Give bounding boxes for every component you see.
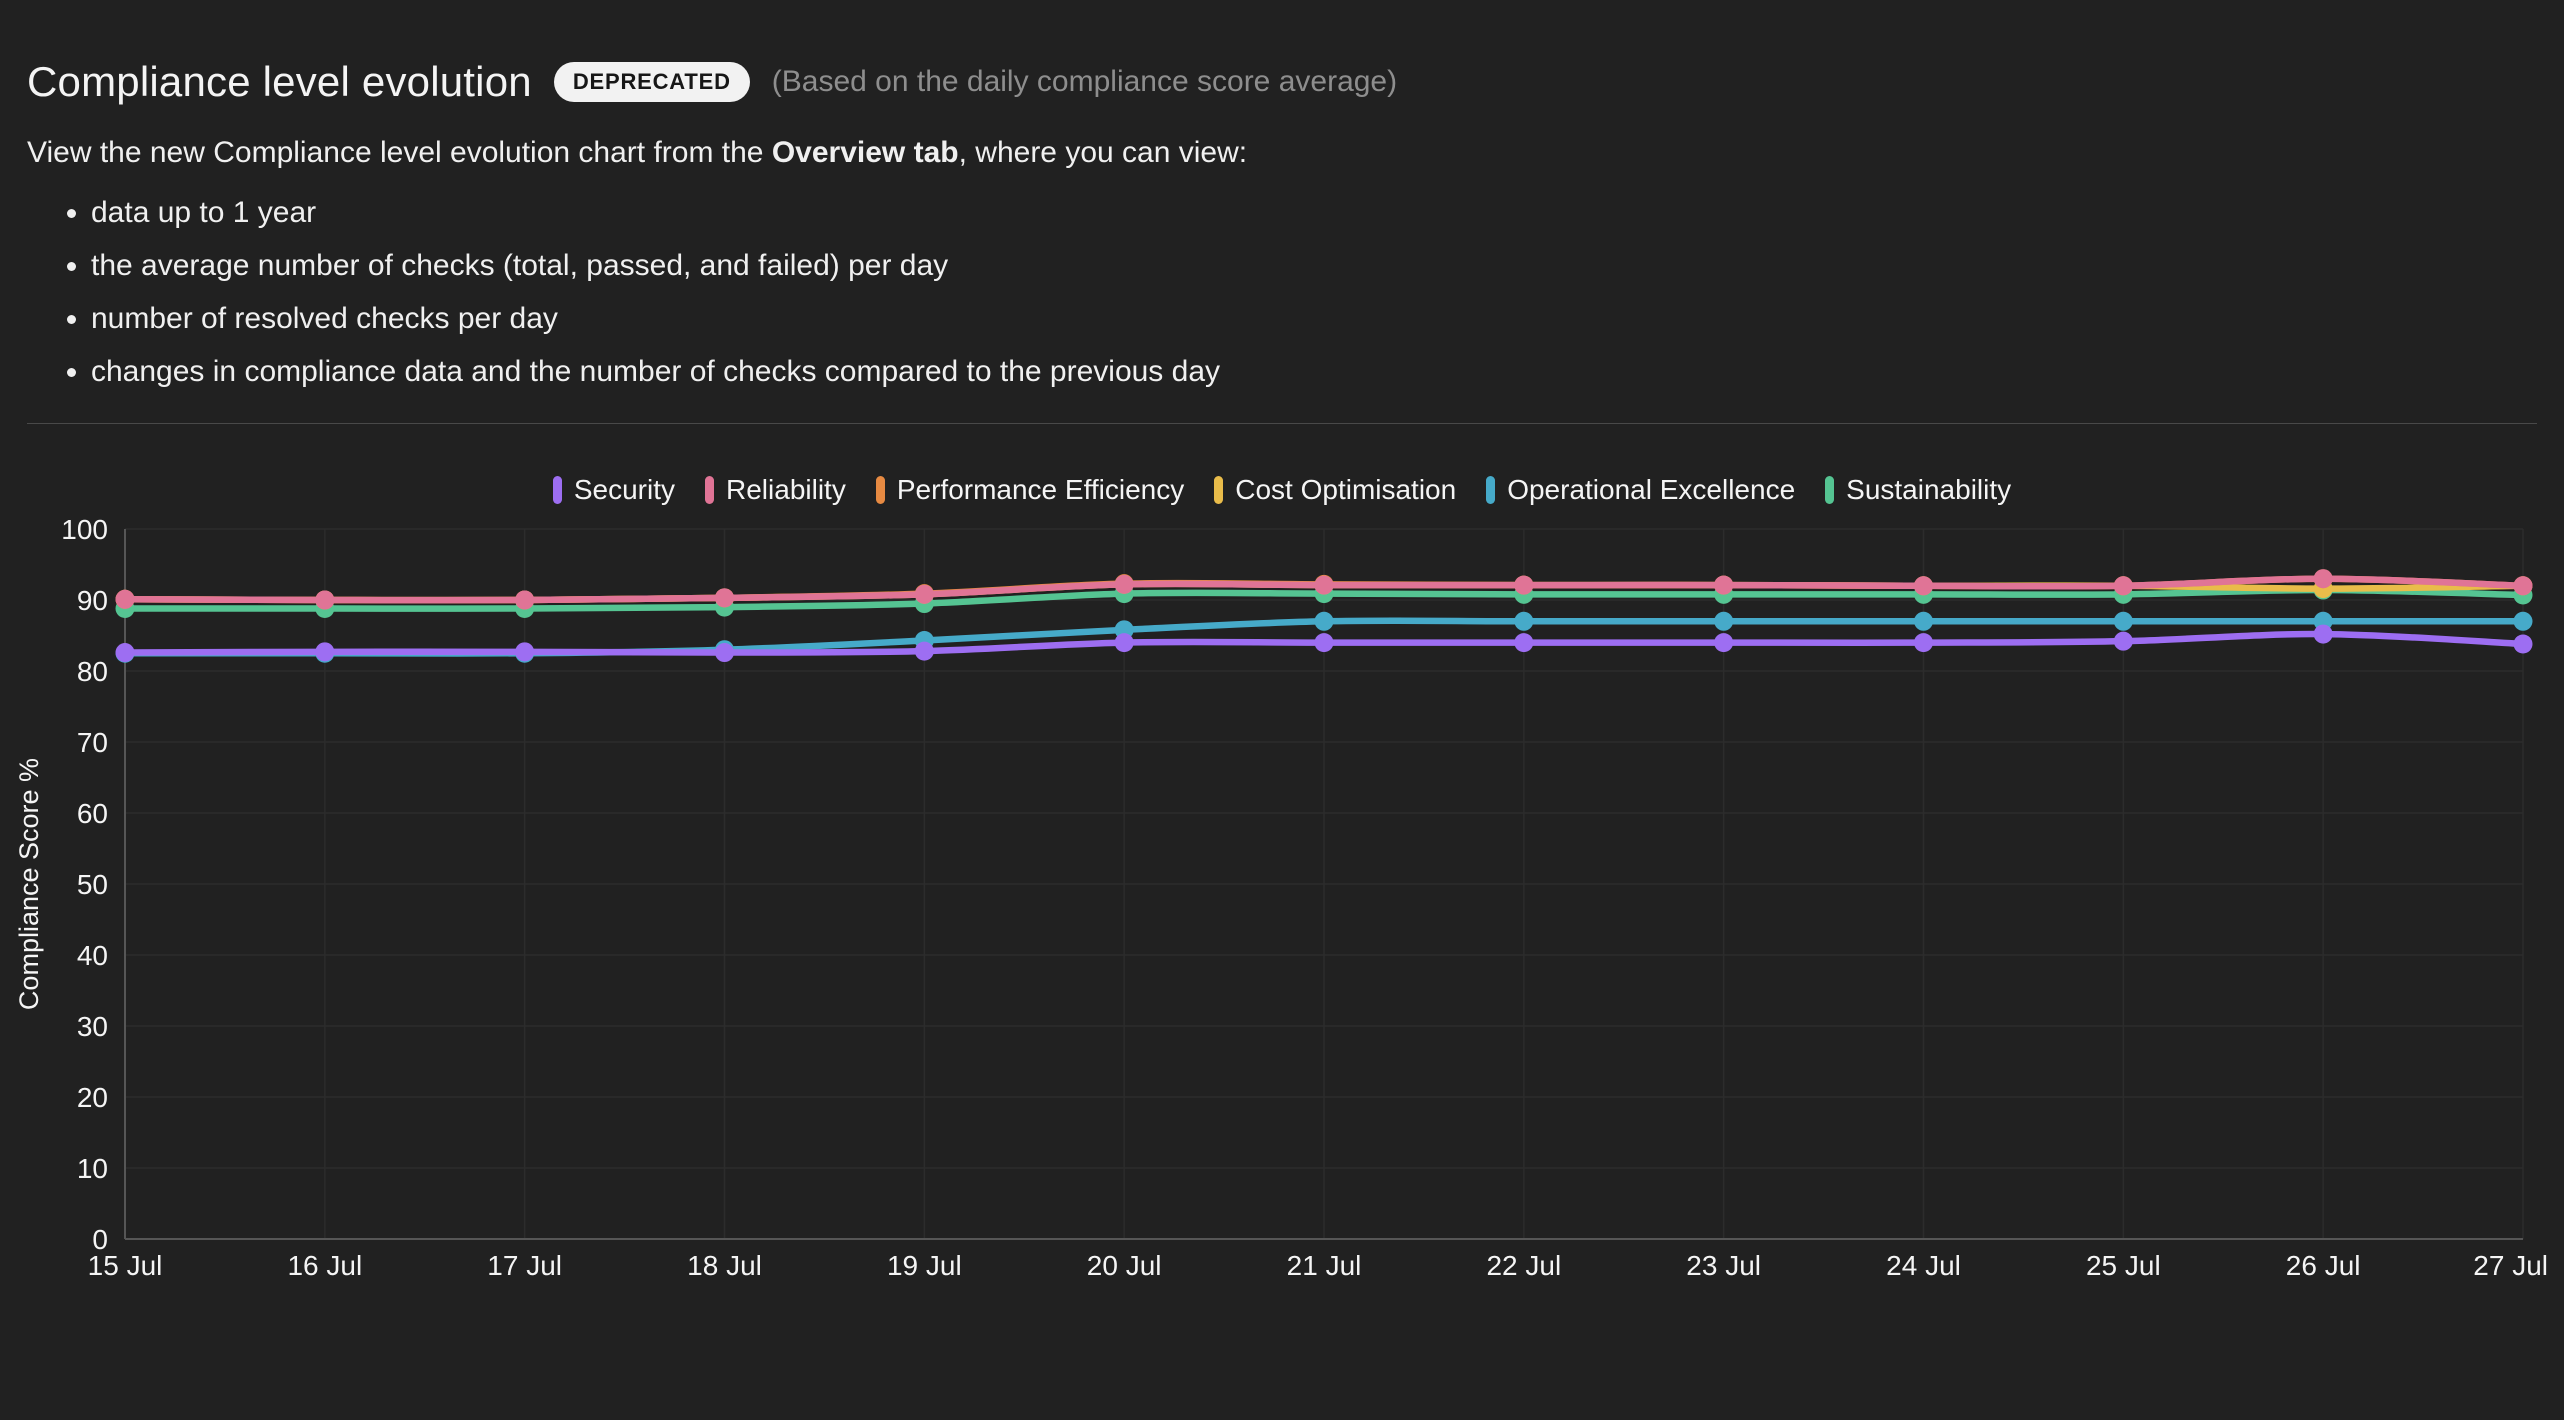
chart-legend: Security Reliability Performance Efficienc… [0, 474, 2564, 506]
y-tick-label: 90 [77, 585, 108, 616]
y-tick-label: 80 [77, 656, 108, 687]
x-tick-label: 23 Jul [1686, 1250, 1761, 1281]
x-tick-label: 16 Jul [287, 1250, 362, 1281]
legend-item-security[interactable]: Security [552, 474, 676, 506]
y-tick-label: 40 [77, 940, 108, 971]
data-point-security[interactable] [315, 642, 335, 662]
legend-item-cost-optimisation[interactable]: Cost Optimisation [1214, 474, 1456, 506]
y-tick-label: 70 [77, 727, 108, 758]
data-point-security[interactable] [1514, 633, 1534, 653]
legend-label: Sustainability [1846, 474, 2012, 505]
data-point-security[interactable] [1714, 633, 1734, 653]
legend-label: Operational Excellence [1507, 474, 1796, 505]
x-tick-label: 18 Jul [687, 1250, 762, 1281]
x-tick-label: 22 Jul [1486, 1250, 1561, 1281]
page-title: Compliance level evolution [27, 58, 532, 105]
data-point-reliability[interactable] [1514, 575, 1534, 595]
y-tick-label: 100 [61, 514, 108, 545]
data-point-reliability[interactable] [515, 590, 535, 610]
chart-canvas[interactable]: 0 10 20 30 40 50 60 70 80 90 100 15 Jul 16 Jul 17 Jul… [0, 512, 2564, 1312]
data-point-reliability[interactable] [1114, 574, 1134, 594]
legend-label: Cost Optimisation [1235, 474, 1457, 505]
data-point-reliability[interactable] [715, 588, 734, 608]
description-bold: Overview tab [771, 136, 959, 169]
x-tick-label: 17 Jul [487, 1250, 562, 1281]
y-tick-label: 30 [77, 1011, 108, 1042]
compliance-chart: Security Reliability Performance Efficienc… [0, 474, 2564, 1312]
x-tick-label: 21 Jul [1287, 1250, 1362, 1281]
list-item: changes in compliance data and the numbe… [91, 355, 2537, 389]
data-point-operational-excellence[interactable] [2113, 611, 2133, 631]
y-tick-label: 10 [77, 1153, 108, 1184]
data-point-security[interactable] [515, 642, 535, 662]
x-tick-label: 27 Jul [2473, 1250, 2548, 1281]
divider [27, 423, 2537, 424]
x-tick-label: 15 Jul [88, 1250, 163, 1281]
title-row: Compliance level evolution DEPRECATED (B… [27, 58, 2537, 106]
list-item: data up to 1 year [91, 196, 2537, 230]
legend-label: Reliability [726, 474, 846, 505]
data-point-operational-excellence[interactable] [1314, 611, 1334, 631]
data-point-reliability[interactable] [1914, 576, 1933, 596]
data-point-operational-excellence[interactable] [1714, 611, 1734, 631]
data-point-reliability[interactable] [2313, 569, 2333, 589]
data-point-reliability[interactable] [2113, 576, 2133, 596]
data-point-security[interactable] [914, 641, 934, 661]
data-point-reliability[interactable] [1714, 575, 1734, 595]
data-point-security[interactable] [1914, 633, 1933, 653]
y-tick-label: 60 [77, 798, 108, 829]
x-tick-label: 20 Jul [1087, 1250, 1162, 1281]
legend-swatch [552, 476, 562, 504]
data-point-operational-excellence[interactable] [1514, 611, 1534, 631]
data-point-security[interactable] [1314, 633, 1334, 653]
legend-item-reliability[interactable]: Reliability [705, 474, 846, 506]
data-point-security[interactable] [2313, 624, 2333, 644]
legend-label: Performance Efficiency [896, 474, 1185, 505]
y-tick-label: 20 [77, 1082, 108, 1113]
header-block: Compliance level evolution DEPRECATED (B… [0, 0, 2564, 424]
data-point-reliability[interactable] [914, 584, 934, 604]
page-subtitle: (Based on the daily compliance score ave… [771, 65, 1398, 98]
data-point-security[interactable] [2113, 631, 2133, 651]
y-axis-title: Compliance Score % [14, 758, 44, 1010]
list-item: number of resolved checks per day [91, 302, 2537, 336]
legend-swatch [875, 476, 885, 504]
legend-item-performance-efficiency[interactable]: Performance Efficiency [875, 474, 1185, 506]
legend-swatch [1825, 476, 1835, 504]
data-point-reliability[interactable] [115, 589, 135, 609]
y-tick-label: 50 [77, 869, 108, 900]
data-point-security[interactable] [2513, 634, 2533, 654]
data-point-reliability[interactable] [1314, 575, 1334, 595]
data-point-reliability[interactable] [315, 590, 335, 610]
data-point-reliability[interactable] [2513, 576, 2533, 596]
data-point-security[interactable] [115, 643, 135, 663]
x-tick-label: 24 Jul [1886, 1250, 1961, 1281]
legend-label: Security [573, 474, 676, 505]
description: View the new Compliance level evolution … [27, 136, 2537, 170]
list-item: the average number of checks (total, pas… [91, 249, 2537, 283]
legend-item-operational-excellence[interactable]: Operational Excellence [1486, 474, 1795, 506]
bullet-list: data up to 1 year the average number of … [27, 196, 2537, 389]
data-point-operational-excellence[interactable] [2513, 611, 2533, 631]
data-point-security[interactable] [715, 643, 734, 663]
legend-item-sustainability[interactable]: Sustainability [1825, 474, 2011, 506]
data-point-security[interactable] [1114, 633, 1134, 653]
deprecated-badge: DEPRECATED [553, 62, 750, 102]
legend-swatch [1486, 476, 1496, 504]
x-tick-label: 19 Jul [887, 1250, 962, 1281]
x-tick-label: 26 Jul [2286, 1250, 2361, 1281]
legend-swatch [1214, 476, 1224, 504]
description-suffix: , where you can view: [958, 136, 1248, 169]
y-tick-label: 0 [92, 1224, 108, 1255]
data-point-operational-excellence[interactable] [1914, 611, 1933, 631]
legend-swatch [705, 476, 715, 504]
description-prefix: View the new Compliance level evolution … [27, 136, 772, 169]
x-tick-label: 25 Jul [2086, 1250, 2161, 1281]
